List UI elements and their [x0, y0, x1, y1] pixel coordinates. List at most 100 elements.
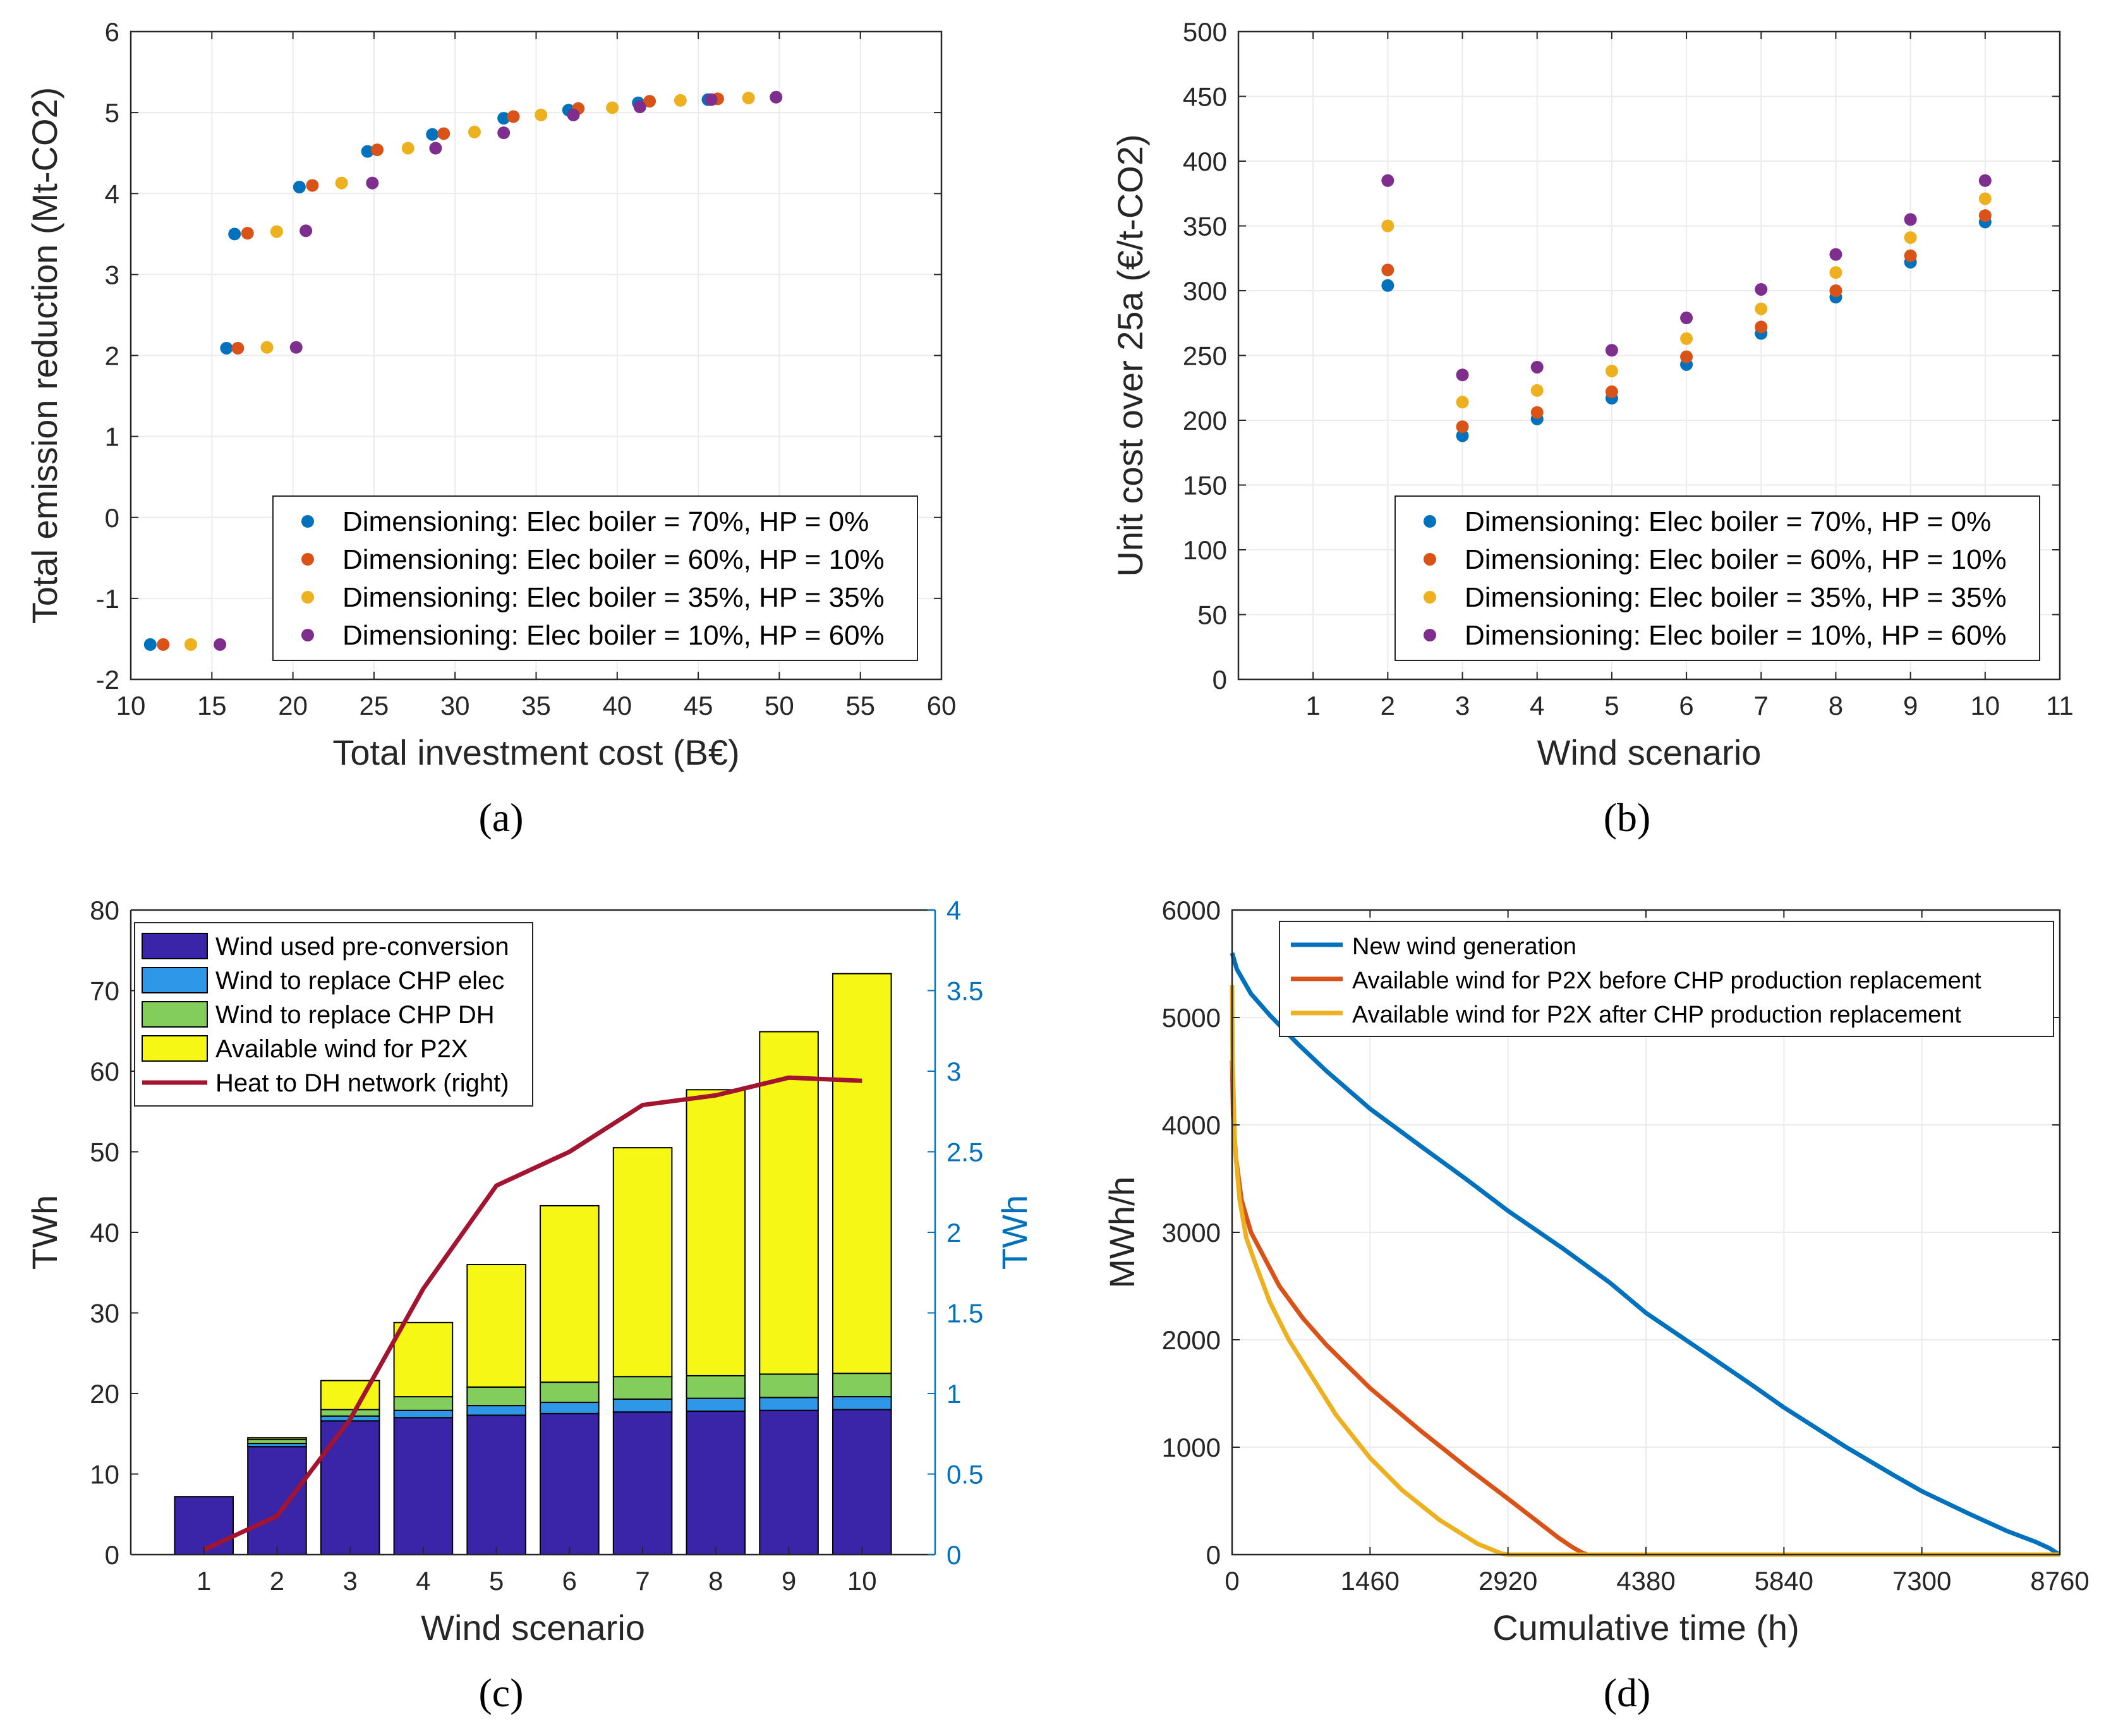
legend-marker [1424, 515, 1436, 528]
bar-segment [393, 1321, 454, 1398]
data-point [1456, 420, 1469, 434]
data-point [157, 638, 170, 651]
data-point [1829, 284, 1842, 297]
legend-label: Dimensioning: Elec boiler = 70%, HP = 0% [342, 506, 869, 537]
right-tick-label: 4 [947, 895, 961, 925]
x-tick-label: 7300 [1892, 1566, 1951, 1596]
x-tick-label: 10 [1970, 691, 2000, 720]
legend-swatch [142, 1001, 208, 1028]
y-tick-label: 250 [1183, 341, 1227, 371]
series-line [1230, 985, 2060, 1557]
x-tick-label: 7 [635, 1566, 650, 1596]
bar-segment [612, 1411, 673, 1555]
bar-segment [174, 1496, 234, 1555]
data-point [228, 228, 241, 241]
x-tick-label: 60 [927, 691, 957, 720]
data-point [1755, 302, 1768, 315]
x-tick-label: 4 [1530, 691, 1544, 720]
legend-label: Dimensioning: Elec boiler = 35%, HP = 35… [1465, 582, 2007, 613]
data-point [606, 101, 619, 114]
bar-segment [686, 1375, 746, 1399]
legend-label: Wind used pre-conversion [215, 933, 509, 961]
data-point [507, 110, 520, 123]
bar-segment [612, 1376, 673, 1400]
data-point [643, 95, 656, 108]
data-point [1904, 231, 1917, 244]
bar-segment [759, 1373, 819, 1399]
legend-label: Dimensioning: Elec boiler = 60%, HP = 10… [1465, 544, 2007, 575]
legend-label: New wind generation [1352, 933, 1576, 960]
y-tick-label: 450 [1183, 82, 1227, 112]
x-tick-label: 9 [1903, 691, 1918, 720]
legend-marker [1424, 591, 1436, 604]
data-point [567, 108, 580, 121]
right-tick-label: 0 [947, 1540, 961, 1570]
bar-segment [540, 1412, 600, 1555]
panel-label: (a) [478, 795, 523, 840]
right-tick-label: 2.5 [947, 1138, 983, 1167]
data-point [497, 126, 511, 140]
y-tick-label: 6000 [1162, 895, 1221, 925]
data-point [1904, 213, 1917, 226]
data-point [260, 341, 274, 354]
data-point [1381, 219, 1394, 233]
y-tick-label: 200 [1183, 406, 1227, 435]
data-point [401, 142, 414, 155]
x-tick-label: 45 [684, 691, 713, 720]
data-point [1605, 385, 1618, 398]
legend-label: Dimensioning: Elec boiler = 35%, HP = 35… [342, 582, 885, 613]
legend-label: Wind to replace CHP DH [215, 1001, 495, 1029]
legend-marker [1424, 553, 1436, 566]
bar-segment [540, 1402, 600, 1414]
legend-marker [301, 591, 314, 604]
panel-label: (d) [1604, 1670, 1651, 1715]
x-tick-label: 3 [343, 1566, 358, 1596]
x-tick-label: 2920 [1479, 1566, 1537, 1596]
data-point [1829, 248, 1842, 261]
x-tick-label: 5 [1604, 691, 1619, 720]
legend-label: Dimensioning: Elec boiler = 70%, HP = 0% [1465, 506, 1991, 537]
bar-segment [686, 1411, 746, 1556]
x-tick-label: 11 [2046, 691, 2074, 720]
data-point [1680, 332, 1693, 345]
y-tick-label: 70 [90, 976, 119, 1006]
data-point [497, 112, 511, 125]
x-axis-label: Total investment cost (B€) [332, 732, 739, 772]
data-point [426, 128, 439, 141]
x-tick-label: 8 [708, 1566, 723, 1596]
y-tick-label: 0 [1213, 665, 1227, 695]
y-tick-label: 20 [90, 1379, 119, 1409]
bar-segment [759, 1409, 819, 1555]
y-tick-label: 4 [105, 179, 119, 209]
x-tick-label: 6 [562, 1566, 577, 1596]
bar-segment [393, 1396, 454, 1411]
legend-label: Available wind for P2X before CHP produc… [1352, 968, 1981, 994]
legend-marker [1424, 629, 1436, 641]
legend-swatch [142, 967, 208, 993]
legend-label: Dimensioning: Elec boiler = 10%, HP = 60… [342, 620, 885, 651]
y-tick-label: 100 [1183, 535, 1227, 565]
data-point [1381, 264, 1394, 277]
data-point [299, 224, 313, 238]
data-point [1456, 429, 1469, 442]
y-tick-label: 400 [1183, 147, 1227, 176]
x-tick-label: 8 [1829, 691, 1843, 720]
data-point [1829, 266, 1842, 279]
x-tick-label: 4 [416, 1566, 430, 1596]
y-tick-label: 150 [1183, 471, 1227, 501]
bar-segment [686, 1397, 746, 1412]
right-tick-label: 1 [947, 1379, 961, 1409]
data-point [241, 227, 254, 240]
x-tick-label: 7 [1754, 691, 1769, 720]
x-tick-label: 3 [1455, 691, 1470, 720]
bar-segment [466, 1414, 526, 1556]
x-tick-label: 25 [360, 691, 389, 720]
bar-segment [686, 1089, 746, 1376]
data-point [293, 181, 306, 193]
legend-label: Dimensioning: Elec boiler = 10%, HP = 60… [1465, 620, 2007, 651]
data-point [1978, 209, 1992, 222]
data-point [1978, 192, 1992, 205]
data-point [1978, 174, 1992, 187]
bar-segment [247, 1446, 307, 1555]
